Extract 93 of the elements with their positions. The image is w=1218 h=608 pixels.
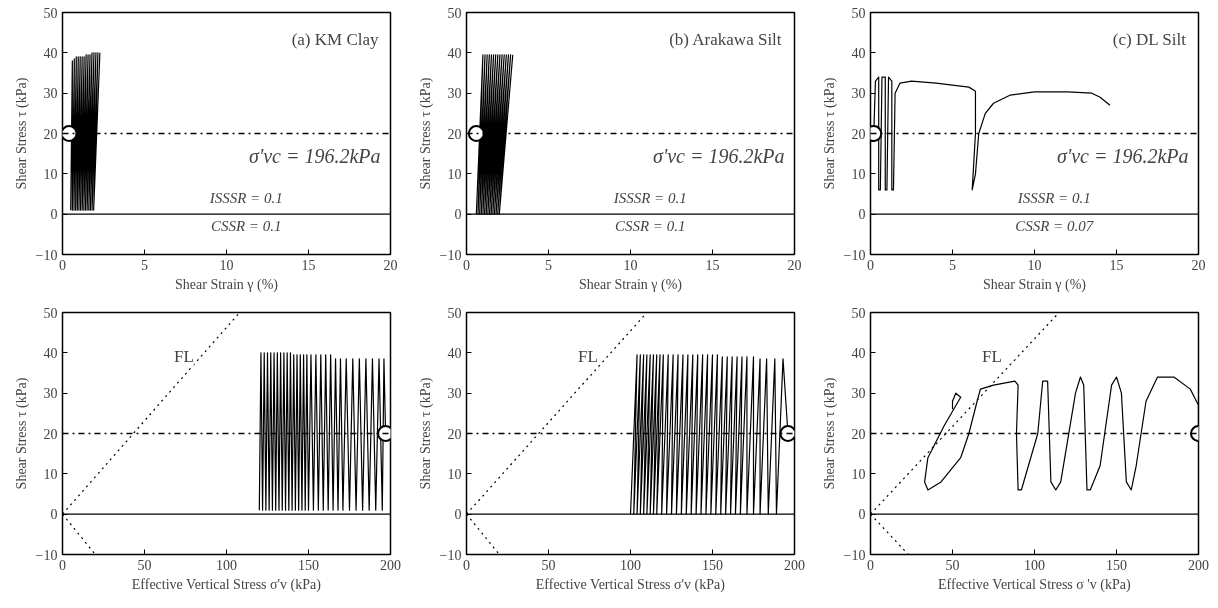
y-tick-label: 0: [50, 207, 58, 223]
annotation: σ'vc = 196.2kPa: [249, 145, 381, 168]
y-tick-label: 20: [447, 426, 462, 442]
y-tick-label: 20: [43, 426, 58, 442]
x-axis-title: Shear Strain γ (%): [175, 276, 279, 293]
y-tick-label: 40: [447, 45, 462, 61]
y-axis-title: Shear Stress τ (kPa): [13, 377, 30, 490]
y-tick-label: 20: [447, 126, 462, 142]
y-tick-label: 30: [43, 86, 58, 102]
annotation: FL: [981, 346, 1002, 366]
x-tick-label: 200: [380, 557, 401, 573]
annotation: CSSR = 0.1: [210, 217, 282, 234]
y-tick-label: −10: [439, 247, 462, 263]
x-tick-label: 20: [383, 257, 398, 273]
annotation: CSSR = 0.1: [614, 217, 686, 234]
annotation: σ'vc = 196.2kPa: [653, 145, 785, 168]
y-tick-label: 40: [447, 345, 462, 361]
x-tick-label: 20: [1191, 257, 1206, 273]
y-tick-label: 0: [454, 207, 462, 223]
x-tick-label: 10: [219, 257, 234, 273]
x-tick-label: 5: [141, 257, 148, 273]
y-tick-label: −10: [35, 247, 58, 263]
y-tick-label: 10: [43, 466, 58, 482]
x-tick-label: 15: [1109, 257, 1124, 273]
y-tick-label: 10: [447, 466, 462, 482]
y-tick-label: 30: [851, 386, 866, 402]
y-tick-label: 40: [43, 45, 58, 61]
y-axis-title: Shear Stress τ (kPa): [417, 377, 434, 490]
y-tick-label: 20: [851, 126, 866, 142]
y-tick-label: 50: [43, 5, 58, 21]
x-axis-title: Shear Strain γ (%): [983, 276, 1087, 293]
x-tick-label: 200: [784, 557, 805, 573]
annotation: FL: [173, 346, 194, 366]
annotation: ISSSR = 0.1: [1016, 190, 1091, 207]
y-axis-title: Shear Stress τ (kPa): [821, 77, 838, 190]
x-tick-label: 50: [137, 557, 152, 573]
text: (a) KM Clay: [291, 29, 379, 49]
x-tick-label: 10: [1027, 257, 1042, 273]
y-tick-label: 10: [43, 166, 58, 182]
y-tick-label: −10: [843, 547, 866, 563]
x-axis-title: Effective Vertical Stress σ 'v (kPa): [938, 576, 1132, 593]
y-tick-label: 50: [851, 305, 866, 321]
x-tick-label: 150: [298, 557, 319, 573]
y-tick-label: 30: [447, 86, 462, 102]
x-tick-label: 50: [541, 557, 556, 573]
y-tick-label: −10: [439, 547, 462, 563]
y-tick-label: 40: [851, 45, 866, 61]
x-tick-label: 5: [545, 257, 552, 273]
x-tick-label: 150: [1106, 557, 1127, 573]
y-tick-label: 50: [447, 5, 462, 21]
x-axis-title: Effective Vertical Stress σ'v (kPa): [535, 576, 726, 593]
annotation: σ'vc = 196.2kPa: [1057, 145, 1189, 168]
x-axis-title: Shear Strain γ (%): [579, 276, 683, 293]
y-tick-label: 20: [851, 426, 866, 442]
y-tick-label: −10: [35, 547, 58, 563]
y-tick-label: 30: [43, 386, 58, 402]
y-tick-label: 10: [851, 466, 866, 482]
text: (c) DL Silt: [1112, 29, 1187, 49]
x-tick-label: 100: [216, 557, 237, 573]
y-tick-label: 0: [858, 207, 866, 223]
x-tick-label: 20: [787, 257, 802, 273]
y-axis-title: Shear Stress τ (kPa): [417, 77, 434, 190]
y-tick-label: 30: [447, 386, 462, 402]
x-tick-label: 100: [1024, 557, 1045, 573]
x-tick-label: 10: [623, 257, 638, 273]
y-tick-label: −10: [843, 247, 866, 263]
annotation: CSSR = 0.07: [1015, 217, 1095, 234]
y-tick-label: 30: [851, 86, 866, 102]
x-tick-label: 15: [705, 257, 720, 273]
annotation: FL: [577, 346, 598, 366]
y-tick-label: 50: [43, 305, 58, 321]
x-tick-label: 15: [301, 257, 316, 273]
y-tick-label: 20: [43, 126, 58, 142]
y-tick-label: 40: [851, 345, 866, 361]
x-tick-label: 150: [702, 557, 723, 573]
y-tick-label: 50: [447, 305, 462, 321]
y-tick-label: 40: [43, 345, 58, 361]
y-tick-label: 0: [858, 507, 866, 523]
y-tick-label: 10: [851, 166, 866, 182]
text: (b) Arakawa Silt: [669, 29, 782, 49]
y-axis-title: Shear Stress τ (kPa): [13, 77, 30, 190]
x-tick-label: 100: [620, 557, 641, 573]
y-tick-label: 50: [851, 5, 866, 21]
y-tick-label: 0: [50, 507, 58, 523]
x-tick-label: 200: [1188, 557, 1209, 573]
y-tick-label: 10: [447, 166, 462, 182]
x-tick-label: 5: [949, 257, 956, 273]
annotation: ISSSR = 0.1: [208, 190, 283, 207]
x-tick-label: 50: [945, 557, 960, 573]
y-tick-label: 0: [454, 507, 462, 523]
annotation: ISSSR = 0.1: [612, 190, 687, 207]
y-axis-title: Shear Stress τ (kPa): [821, 377, 838, 490]
x-axis-title: Effective Vertical Stress σ'v (kPa): [131, 576, 322, 593]
